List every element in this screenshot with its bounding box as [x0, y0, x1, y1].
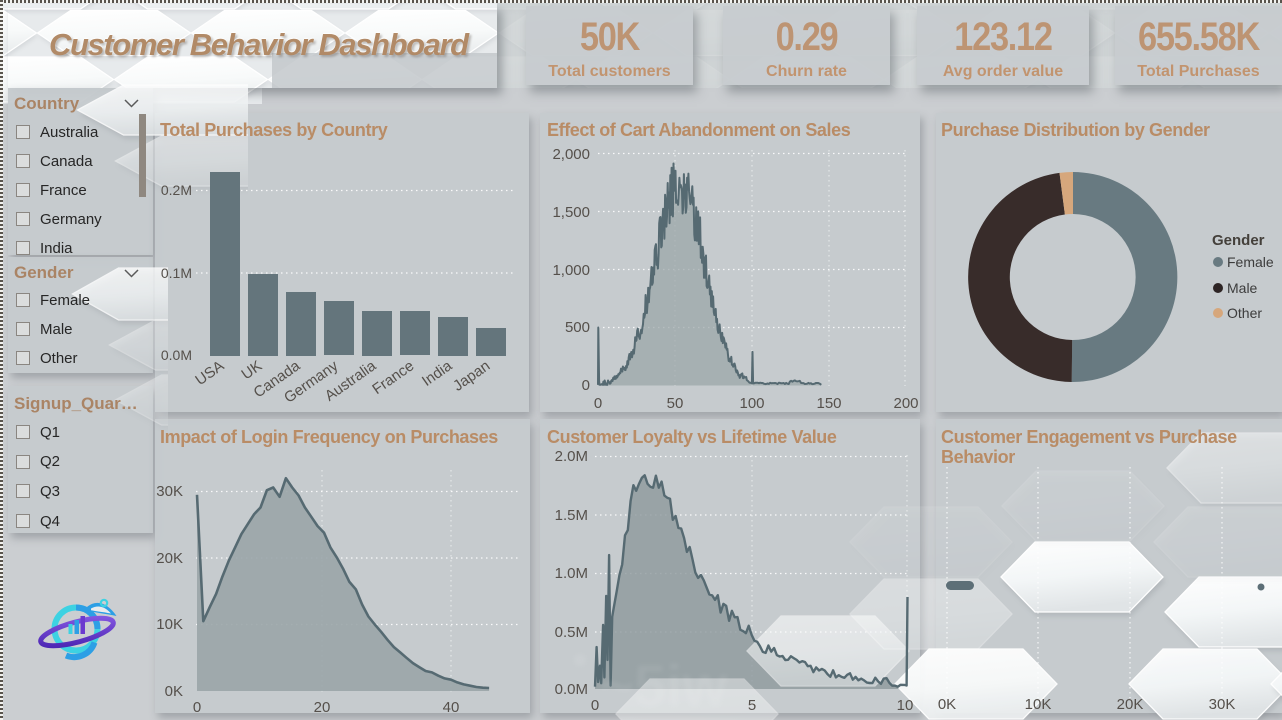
svg-text:Purchase Distribution by Gende: Purchase Distribution by Gender — [941, 120, 1210, 140]
svg-text:20K: 20K — [1117, 696, 1144, 713]
svg-text:20K: 20K — [156, 550, 183, 567]
svg-text:0.2M: 0.2M — [161, 182, 192, 198]
svg-text:500: 500 — [565, 319, 590, 336]
svg-text:0: 0 — [582, 377, 590, 394]
svg-text:Effect of Cart Abandonment on: Effect of Cart Abandonment on Sales — [547, 120, 851, 140]
svg-text:50: 50 — [667, 395, 684, 412]
svg-text:30K: 30K — [156, 483, 183, 500]
svg-text:20: 20 — [314, 699, 331, 716]
svg-text:2.0M: 2.0M — [555, 448, 588, 465]
svg-text:~5iw: ~5iw — [600, 654, 728, 719]
svg-text:1.5M: 1.5M — [555, 507, 588, 524]
svg-text:10K: 10K — [156, 616, 183, 633]
svg-text:0.0M: 0.0M — [555, 681, 588, 698]
svg-text:30K: 30K — [1209, 696, 1236, 713]
svg-text:10: 10 — [897, 697, 914, 714]
svg-text:1,500: 1,500 — [552, 204, 590, 221]
svg-text:India: India — [419, 357, 456, 390]
svg-text:Gender: Gender — [1212, 232, 1265, 249]
svg-text:Japan: Japan — [450, 357, 493, 394]
svg-text:5: 5 — [748, 697, 756, 714]
svg-text:Other: Other — [1227, 305, 1262, 321]
svg-text:40: 40 — [443, 699, 460, 716]
svg-text:Impact of Login Frequency on P: Impact of Login Frequency on Purchases — [160, 427, 498, 447]
svg-text:0: 0 — [591, 697, 599, 714]
svg-text:0.5M: 0.5M — [555, 624, 588, 641]
svg-text:0K: 0K — [165, 683, 183, 700]
svg-text:150: 150 — [816, 395, 841, 412]
svg-text:200: 200 — [893, 395, 918, 412]
svg-text:100: 100 — [739, 395, 764, 412]
svg-text:0: 0 — [193, 699, 201, 716]
svg-text:10K: 10K — [1025, 696, 1052, 713]
svg-text:Customer Engagement vs Purchas: Customer Engagement vs Purchase — [941, 427, 1237, 447]
svg-text:Male: Male — [1227, 280, 1258, 296]
svg-text:0: 0 — [594, 395, 602, 412]
svg-text:0.1M: 0.1M — [161, 265, 192, 281]
svg-text:Total Purchases by Country: Total Purchases by Country — [160, 120, 388, 140]
svg-text:1.0M: 1.0M — [555, 565, 588, 582]
svg-text:Female: Female — [1227, 254, 1274, 270]
svg-text:0K: 0K — [938, 696, 956, 713]
svg-text:USA: USA — [192, 357, 227, 389]
svg-text:0.0M: 0.0M — [161, 347, 192, 363]
svg-text:Behavior: Behavior — [941, 447, 1015, 467]
svg-text:France: France — [369, 357, 417, 398]
svg-text:1,000: 1,000 — [552, 262, 590, 279]
svg-text:2,000: 2,000 — [552, 146, 590, 163]
svg-text:Customer Loyalty vs Lifetime V: Customer Loyalty vs Lifetime Value — [547, 427, 837, 447]
